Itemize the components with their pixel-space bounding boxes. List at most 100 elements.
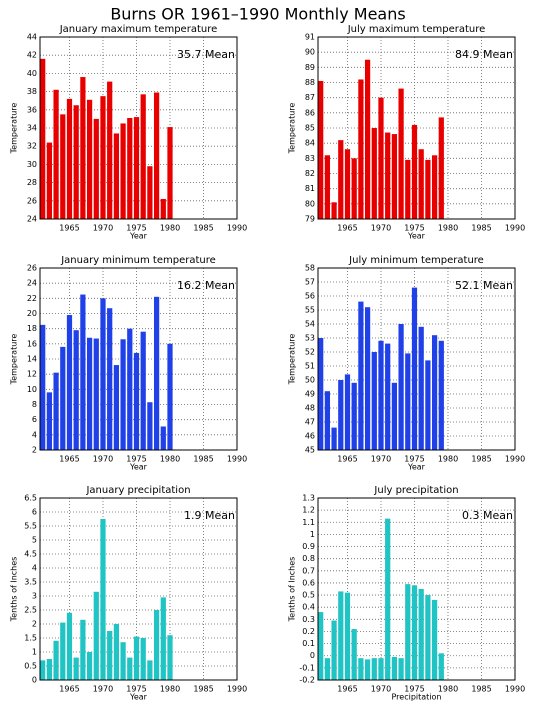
bar bbox=[438, 117, 444, 219]
x-tick-label: 1970 bbox=[371, 685, 391, 694]
bar bbox=[100, 298, 106, 450]
y-tick-label: 53 bbox=[305, 334, 315, 343]
bar bbox=[153, 92, 160, 219]
x-tick-label: 1985 bbox=[471, 224, 491, 233]
annotation: 35.7 Mean bbox=[177, 48, 235, 61]
panel-title: January minimum temperature bbox=[60, 255, 216, 266]
y-tick-label: 8 bbox=[32, 400, 37, 409]
x-tick-label: 1985 bbox=[471, 685, 491, 694]
bar bbox=[147, 166, 153, 219]
y-tick-label: 52 bbox=[305, 348, 315, 357]
x-tick-label: 1990 bbox=[227, 685, 247, 694]
bar bbox=[66, 98, 73, 219]
bar bbox=[391, 134, 398, 219]
x-axis-label: Year bbox=[129, 232, 148, 241]
bar bbox=[133, 117, 140, 219]
x-tick-label: 1980 bbox=[160, 455, 180, 464]
bar bbox=[338, 380, 344, 450]
y-tick-label: 4 bbox=[32, 564, 37, 573]
x-tick-label: 1970 bbox=[371, 224, 391, 233]
bar bbox=[60, 622, 66, 680]
bar bbox=[358, 301, 364, 450]
y-tick-label: 90 bbox=[305, 48, 315, 57]
y-axis-label: Temperature bbox=[10, 334, 19, 386]
y-tick-label: 81 bbox=[305, 184, 315, 193]
y-tick-label: 2.5 bbox=[24, 606, 37, 615]
y-tick-label: 44 bbox=[27, 33, 37, 42]
x-tick-label: 1970 bbox=[93, 685, 113, 694]
annotation: 84.9 Mean bbox=[455, 48, 513, 61]
bar bbox=[133, 352, 140, 450]
y-tick-label: 0.1 bbox=[302, 639, 315, 648]
x-tick-label: 1975 bbox=[404, 685, 424, 694]
bar bbox=[318, 80, 324, 219]
y-tick-label: 55 bbox=[305, 306, 315, 315]
bar bbox=[364, 307, 371, 450]
bar bbox=[120, 642, 126, 680]
y-tick-label: 5 bbox=[32, 536, 37, 545]
bar bbox=[358, 658, 364, 680]
y-tick-label: 87 bbox=[305, 93, 315, 102]
bar bbox=[378, 97, 384, 219]
bar bbox=[371, 128, 377, 219]
x-tick-label: 1965 bbox=[59, 224, 79, 233]
y-tick-label: 47 bbox=[305, 418, 315, 427]
y-tick-label: 14 bbox=[27, 355, 37, 364]
y-axis-label: Temperature bbox=[288, 103, 297, 155]
y-tick-label: 84 bbox=[305, 139, 315, 148]
y-axis-label: Temperature bbox=[288, 334, 297, 386]
annotation: 0.3 Mean bbox=[462, 509, 513, 522]
bar bbox=[438, 340, 444, 450]
x-tick-label: 1965 bbox=[337, 224, 357, 233]
bar bbox=[411, 585, 418, 680]
bar bbox=[344, 374, 351, 450]
bar bbox=[73, 657, 79, 680]
y-tick-label: 38 bbox=[27, 87, 37, 96]
bar bbox=[351, 158, 357, 219]
bar bbox=[80, 619, 86, 680]
bar bbox=[73, 105, 79, 219]
x-tick-label: 1975 bbox=[404, 455, 424, 464]
y-tick-label: 80 bbox=[305, 199, 315, 208]
x-tick-label: 1990 bbox=[505, 685, 525, 694]
bar bbox=[160, 426, 166, 450]
y-tick-label: 6.5 bbox=[24, 494, 37, 503]
bar bbox=[398, 324, 404, 450]
plot-frame bbox=[39, 36, 238, 220]
bar bbox=[120, 123, 126, 219]
y-tick-label: 0.5 bbox=[24, 662, 37, 671]
plot-frame bbox=[317, 267, 516, 451]
y-tick-label: 48 bbox=[305, 404, 315, 413]
y-tick-label: 24 bbox=[27, 215, 37, 224]
bar bbox=[107, 308, 113, 450]
x-tick-label: 1990 bbox=[227, 224, 247, 233]
y-tick-label: 86 bbox=[305, 108, 315, 117]
y-tick-label: 1.2 bbox=[302, 506, 315, 515]
y-tick-label: 4 bbox=[32, 430, 37, 439]
bar bbox=[127, 117, 133, 219]
x-axis-label: Year bbox=[129, 463, 148, 472]
y-tick-label: 2 bbox=[32, 620, 37, 629]
x-axis-label: Year bbox=[407, 463, 426, 472]
bar bbox=[167, 635, 173, 680]
bar bbox=[425, 360, 431, 450]
bar bbox=[431, 155, 438, 219]
bar bbox=[93, 118, 99, 219]
annotation: 52.1 Mean bbox=[455, 279, 513, 292]
y-tick-label: 34 bbox=[27, 124, 37, 133]
y-tick-label: 28 bbox=[27, 178, 37, 187]
bar bbox=[40, 58, 46, 220]
bar bbox=[100, 96, 106, 219]
bar bbox=[324, 155, 330, 219]
x-tick-label: 1990 bbox=[227, 455, 247, 464]
bar bbox=[60, 114, 66, 219]
bar bbox=[418, 589, 424, 680]
y-tick-label: 0.7 bbox=[302, 566, 315, 575]
bar bbox=[113, 133, 120, 219]
bar bbox=[86, 337, 93, 450]
bar bbox=[425, 159, 431, 219]
panel-title: July maximum temperature bbox=[347, 24, 486, 35]
bar bbox=[120, 339, 126, 450]
y-tick-label: 50 bbox=[305, 376, 315, 385]
y-tick-label: 56 bbox=[305, 292, 315, 301]
